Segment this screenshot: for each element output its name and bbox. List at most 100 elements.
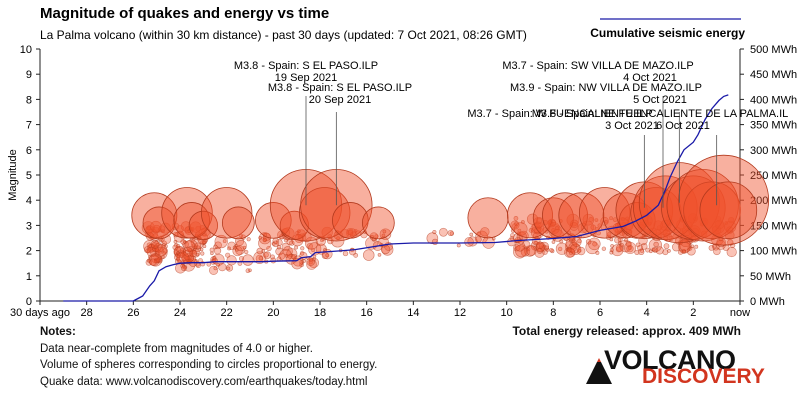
quake-point [244, 249, 249, 255]
quake-point [676, 219, 687, 230]
quake-point [554, 226, 560, 231]
volcano-icon [586, 358, 612, 384]
logo-text-discovery: DISCOVERY [642, 365, 765, 388]
annotation-date: 4 Oct 2021 [623, 72, 677, 84]
chart-subtitle: La Palma volcano (within 30 km distance)… [40, 28, 527, 42]
y-tick-label: 1 [26, 271, 32, 283]
annotation-label: M3.8 - Spain: NE FUENCALIENTE DE LA PALM… [532, 108, 789, 120]
quake-point [588, 216, 594, 222]
quake-point [209, 265, 219, 275]
quake-point [547, 221, 560, 235]
quake-point [588, 237, 601, 251]
quake-point [635, 242, 641, 248]
note-line: Volume of spheres corresponding to circl… [40, 359, 378, 371]
notes-title: Notes: [40, 326, 76, 338]
x-tick-label: 30 days ago [10, 307, 70, 319]
quake-point [621, 217, 625, 222]
quake-point [570, 219, 579, 229]
quake-point [551, 240, 556, 244]
quake-point [266, 245, 272, 252]
quake-point [175, 243, 181, 249]
note-line: Quake data: www.volcanodiscovery.com/ear… [40, 375, 368, 388]
y-tick-label: 4 [26, 195, 32, 207]
quake-point [253, 251, 266, 264]
y-axis-label: Magnitude [7, 149, 19, 200]
quake-point [346, 228, 354, 236]
x-tick-label: 8 [550, 307, 556, 319]
notes-block: Notes: Data near-complete from magnitude… [40, 324, 377, 390]
y2-tick-label: 500 MWh [750, 44, 797, 56]
quake-point [150, 220, 162, 233]
quake-point [299, 251, 305, 256]
quake-point [510, 233, 515, 238]
quake-point [149, 258, 157, 266]
quake-point [634, 249, 640, 255]
x-tick-label: 12 [454, 307, 466, 319]
annotation-label: M3.8 - Spain: S EL PASO.ILP [268, 82, 412, 94]
energy-series-line [63, 94, 729, 302]
quake-point [325, 253, 330, 258]
quake-point [346, 229, 354, 238]
quake-point [619, 243, 625, 248]
quake-point [628, 229, 633, 234]
quake-point [432, 229, 437, 235]
quake-point [202, 244, 207, 249]
quake-point [311, 248, 316, 253]
y2-tick-label: 400 MWh [750, 94, 797, 106]
quake-point [475, 236, 482, 243]
quake-point-major [221, 206, 255, 240]
quake-point [145, 225, 154, 234]
quake-point [555, 242, 568, 255]
quake-point [728, 216, 735, 224]
annotation-date: 20 Sep 2021 [309, 94, 371, 106]
quake-point [374, 234, 379, 239]
y-tick-label: 3 [26, 220, 32, 232]
quake-point [377, 253, 382, 257]
quake-point [162, 251, 166, 256]
quake-point [594, 218, 599, 222]
quake-point [176, 225, 184, 233]
quake-point [724, 221, 729, 225]
quake-point [175, 246, 181, 252]
quake-point [477, 231, 482, 236]
quake-point-major [578, 187, 631, 239]
quake-point [212, 258, 219, 265]
quake-point [276, 256, 282, 262]
quake-point [258, 256, 263, 261]
quake-point [576, 246, 586, 256]
quake-point [624, 241, 637, 254]
quake-point [526, 245, 537, 256]
quake-point [648, 249, 653, 254]
quake-point [727, 239, 734, 246]
quake-point [306, 257, 315, 266]
quake-point [536, 241, 544, 249]
quake-point [653, 220, 664, 230]
quake-point [627, 246, 632, 251]
quake-point [152, 245, 159, 253]
quake-point [653, 241, 659, 248]
quake-point [209, 247, 215, 253]
quake-point [270, 257, 277, 264]
quake-point [514, 221, 519, 227]
quake-point [439, 227, 448, 237]
quake-point [522, 240, 531, 249]
quake-point [565, 248, 576, 258]
quake-point [663, 243, 670, 250]
annotation-label: M3.9 - Spain: NW VILLA DE MAZO.ILP [510, 82, 702, 94]
quake-point [678, 249, 684, 255]
quake-point [592, 241, 598, 247]
quake-point-major [507, 192, 553, 239]
quake-point [464, 237, 474, 247]
quake-point [146, 242, 153, 248]
volcanodiscovery-logo[interactable]: VOLCANO DISCOVERY [586, 345, 786, 388]
quake-point [611, 244, 624, 257]
quake-point [281, 227, 295, 241]
quake-point [173, 239, 178, 244]
y-tick-label: 8 [26, 94, 32, 106]
quake-point-major [683, 181, 741, 240]
quake-point [363, 249, 375, 261]
quake-point [601, 246, 607, 251]
quake-point [263, 251, 272, 260]
quake-point [582, 213, 595, 226]
